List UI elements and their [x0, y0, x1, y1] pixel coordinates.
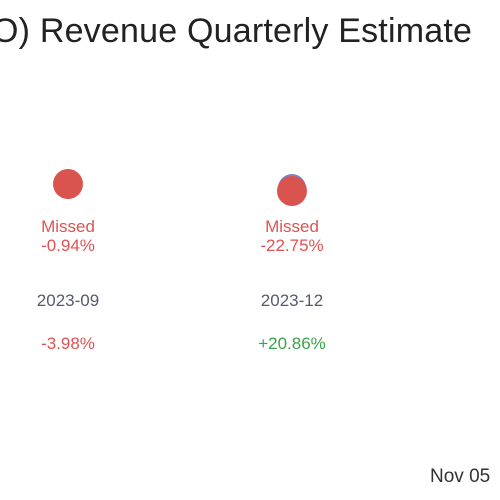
- report-date: Nov 05: [430, 466, 491, 487]
- change-label: -3.98%: [41, 334, 95, 353]
- change-label: +20.86%: [258, 334, 326, 353]
- surprise-label: -0.94%: [41, 236, 95, 255]
- chart-title: O) Revenue Quarterly Estimate: [0, 12, 473, 50]
- actual-marker: [277, 176, 307, 206]
- status-label: Missed: [41, 217, 95, 236]
- period-label: 2023-12: [261, 291, 323, 310]
- status-label: Missed: [265, 217, 319, 236]
- actual-marker: [53, 169, 83, 199]
- surprise-label: -22.75%: [260, 236, 323, 255]
- period-label: 2023-09: [37, 291, 99, 310]
